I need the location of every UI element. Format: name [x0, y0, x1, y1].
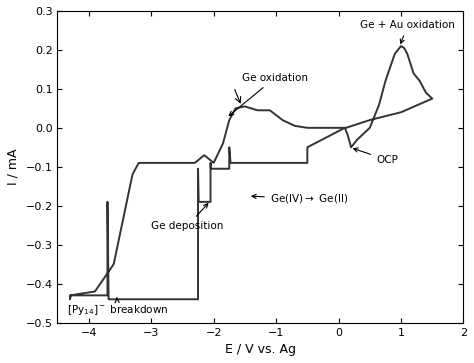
Text: [Py$_{14}$]$^-$ breakdown: [Py$_{14}$]$^-$ breakdown — [67, 297, 168, 317]
Text: Ge(IV)$\rightarrow$ Ge(II): Ge(IV)$\rightarrow$ Ge(II) — [252, 192, 348, 205]
X-axis label: E / V vs. Ag: E / V vs. Ag — [225, 343, 296, 356]
Text: Ge oxidation: Ge oxidation — [229, 73, 308, 115]
Text: Ge + Au oxidation: Ge + Au oxidation — [360, 20, 456, 44]
Text: Ge deposition: Ge deposition — [151, 204, 224, 231]
Text: OCP: OCP — [354, 148, 398, 165]
Y-axis label: I / mA: I / mA — [7, 148, 20, 185]
